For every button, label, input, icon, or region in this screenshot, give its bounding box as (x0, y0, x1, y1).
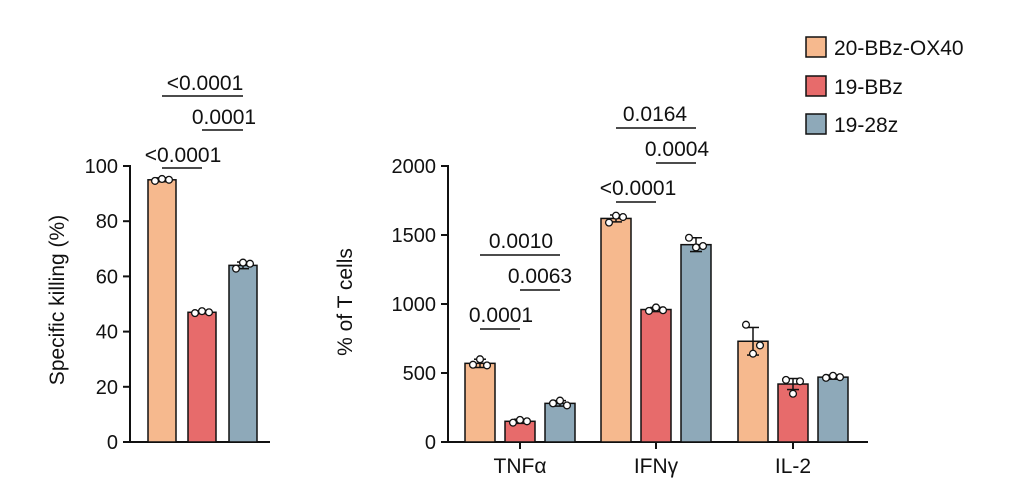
right-y-tick-label: 0 (425, 432, 436, 454)
bar-19-bbz-ifn (640, 308, 672, 443)
data-point (828, 371, 838, 380)
legend-label-20-bbz-ox40: 20-BBz-OX40 (834, 37, 964, 60)
data-point (821, 373, 831, 382)
data-point (604, 218, 614, 227)
right-y-tick-label: 1000 (392, 294, 437, 316)
data-point (204, 308, 214, 317)
p-value-label: 0.0063 (508, 265, 572, 288)
legend-label-19-bbz: 19-BBz (834, 76, 903, 99)
data-point (795, 377, 805, 386)
bar-20-bbz-ox40-ifn (600, 217, 632, 443)
p-value-label: 0.0010 (489, 230, 553, 253)
data-point (644, 306, 654, 315)
right-y-tick-label: 2000 (392, 156, 437, 178)
bar-20-bbz-ox40-il-2 (737, 340, 769, 443)
p-value-label: 0.0004 (645, 138, 710, 161)
x-tick-label-il-2: IL-2 (775, 455, 811, 478)
right-panel: 0 500 1000 1500 2000 TNFα IFNγ IL-2 0.0001 0.0063… (392, 103, 868, 478)
data-point (698, 241, 708, 251)
legend-swatch-19-28z (805, 113, 827, 135)
data-point (555, 396, 565, 405)
p-value-label: 0.0164 (623, 103, 688, 126)
bar-20-bbz-ox40-tnf (464, 362, 496, 443)
bar-19-28z-tnf (544, 402, 576, 443)
bar-19-28z (228, 264, 258, 443)
left-y-tick-label: 20 (96, 377, 118, 399)
bar-19-bbz (187, 311, 217, 443)
left-y-tick-label: 60 (96, 266, 118, 288)
bar-19-28z-ifn (680, 243, 712, 443)
left-y-tick-label: 100 (85, 156, 118, 178)
data-point (658, 306, 668, 315)
data-point (755, 341, 765, 350)
bar-19-28z-il-2 (817, 376, 849, 443)
data-point (691, 243, 701, 252)
data-point (238, 258, 248, 267)
data-point (548, 399, 558, 408)
data-point (197, 307, 207, 316)
p-value-label: 0.0001 (192, 106, 256, 129)
data-point (231, 264, 241, 273)
data-point (748, 349, 758, 358)
right-y-tick-label: 1500 (392, 225, 437, 247)
data-point (157, 174, 167, 184)
legend-swatch-19-bbz (805, 75, 827, 97)
bar-20-bbz-ox40 (147, 179, 177, 443)
p-value-label: <0.0001 (145, 144, 222, 167)
right-y-tick-label: 500 (403, 363, 436, 385)
data-point (164, 175, 174, 184)
data-point (508, 418, 518, 427)
p-value-label: <0.0001 (600, 177, 677, 200)
data-point (245, 259, 255, 268)
data-point (482, 361, 492, 370)
x-tick-label-tnf: TNFα (494, 455, 547, 478)
data-point (562, 401, 572, 410)
data-point (618, 213, 628, 222)
data-point (190, 309, 200, 318)
p-value-label: <0.0001 (167, 72, 244, 95)
left-panel: 0 20 40 60 80 100 <0.0001 0.0001 <0.0001 (85, 72, 270, 454)
p-value-label: 0.0001 (469, 304, 533, 327)
legend-swatch-20-bbz-ox40 (805, 36, 827, 58)
data-point (515, 415, 525, 424)
left-y-tick-label: 0 (107, 432, 118, 454)
data-point (468, 360, 478, 369)
legend-label-19-28z: 19-28z (834, 114, 898, 137)
data-point (684, 233, 694, 242)
right-y-axis-label: % of T cells (334, 248, 357, 356)
x-tick-label-ifn: IFNγ (634, 455, 679, 478)
left-y-axis-label: Specific killing (%) (46, 215, 69, 385)
data-point (835, 373, 845, 382)
left-y-tick-label: 80 (96, 211, 118, 233)
data-point (611, 211, 621, 220)
data-point (475, 355, 485, 364)
legend: 20-BBz-OX40 19-BBz 19-28z (805, 36, 964, 137)
data-point (522, 417, 532, 426)
data-point (651, 303, 661, 312)
data-point (781, 375, 791, 384)
data-point (150, 176, 160, 185)
data-point (788, 389, 798, 398)
data-point (741, 320, 751, 329)
left-y-tick-label: 40 (96, 322, 118, 344)
